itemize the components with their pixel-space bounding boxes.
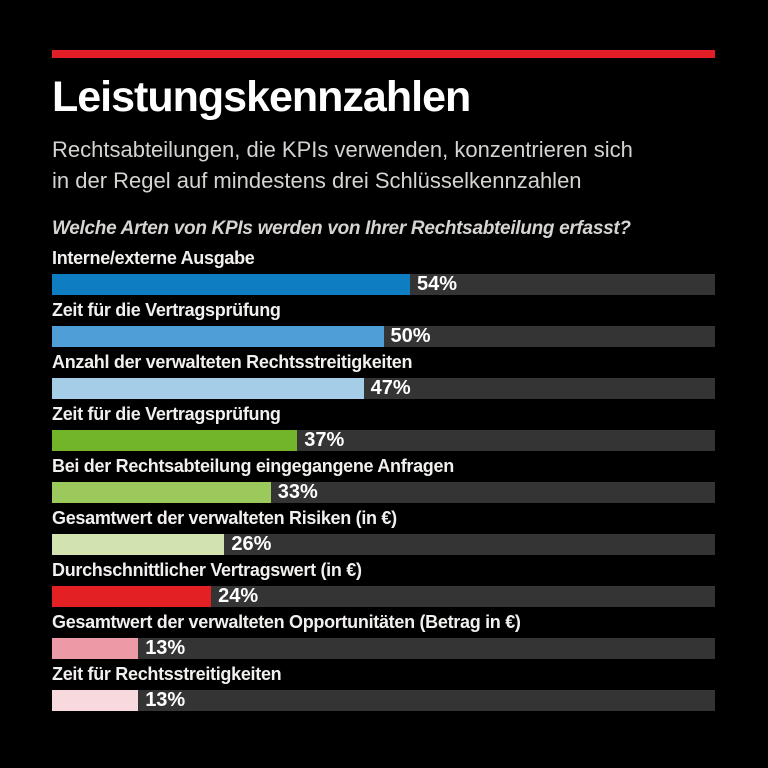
bar-value: 13% bbox=[145, 637, 186, 659]
bar-value: 47% bbox=[370, 377, 411, 399]
bar-row: Durchschnittlicher Vertragswert (in €) 2… bbox=[52, 559, 715, 607]
bar-track: 50% bbox=[52, 326, 715, 347]
bar-value: 54% bbox=[417, 273, 458, 295]
top-accent-rule bbox=[52, 50, 715, 58]
bar-label: Interne/externe Ausgabe bbox=[52, 248, 255, 268]
bar-row: Gesamtwert der verwalteten Opportunitäte… bbox=[52, 611, 715, 659]
bar-fill bbox=[52, 534, 225, 555]
bar-row: Interne/externe Ausgabe 54% bbox=[52, 247, 715, 295]
bar-fill bbox=[52, 378, 364, 399]
bar-track: 24% bbox=[52, 586, 715, 607]
bar-track: 13% bbox=[52, 690, 715, 711]
bar-value: 50% bbox=[390, 325, 431, 347]
bar-label: Zeit für die Vertragsprüfung bbox=[52, 404, 281, 424]
bar-chart: Interne/externe Ausgabe 54% Zeit für die… bbox=[52, 247, 715, 711]
bar-fill bbox=[52, 326, 384, 347]
bar-track: 33% bbox=[52, 482, 715, 503]
bar-value: 24% bbox=[218, 585, 259, 607]
bar-row: Zeit für die Vertragsprüfung 50% bbox=[52, 299, 715, 347]
bar-track: 13% bbox=[52, 638, 715, 659]
bar-track: 54% bbox=[52, 274, 715, 295]
bar-row: Zeit für Rechtsstreitigkeiten 13% bbox=[52, 663, 715, 711]
page-subtitle-line-2: in der Regel auf mindestens drei Schlüss… bbox=[52, 168, 582, 193]
bar-value: 26% bbox=[231, 533, 272, 555]
bar-label: Durchschnittlicher Vertragswert (in €) bbox=[52, 560, 362, 580]
bar-fill bbox=[52, 586, 212, 607]
bar-label: Bei der Rechtsabteilung eingegangene Anf… bbox=[52, 456, 454, 476]
bar-row: Gesamtwert der verwalteten Risiken (in €… bbox=[52, 507, 715, 555]
bar-track: 47% bbox=[52, 378, 715, 399]
bar-value: 37% bbox=[304, 429, 345, 451]
bar-fill bbox=[52, 274, 411, 295]
bar-row: Bei der Rechtsabteilung eingegangene Anf… bbox=[52, 455, 715, 503]
bar-label: Gesamtwert der verwalteten Risiken (in €… bbox=[52, 508, 397, 528]
page-title: Leistungskennzahlen bbox=[52, 73, 471, 121]
bar-fill bbox=[52, 690, 139, 711]
content-frame: Leistungskennzahlen Rechtsabteilungen, d… bbox=[52, 0, 715, 715]
bar-fill bbox=[52, 482, 271, 503]
bar-label: Gesamtwert der verwalteten Opportunitäte… bbox=[52, 612, 521, 632]
bar-row: Zeit für die Vertragsprüfung 37% bbox=[52, 403, 715, 451]
bar-label: Anzahl der verwalteten Rechtsstreitigkei… bbox=[52, 352, 413, 372]
page-subtitle: Rechtsabteilungen, die KPIs verwenden, k… bbox=[52, 134, 715, 196]
survey-question: Welche Arten von KPIs werden von Ihrer R… bbox=[52, 218, 631, 239]
bar-value: 13% bbox=[145, 689, 186, 711]
page-subtitle-line-1: Rechtsabteilungen, die KPIs verwenden, k… bbox=[52, 137, 633, 162]
bar-fill bbox=[52, 638, 139, 659]
bar-label: Zeit für Rechtsstreitigkeiten bbox=[52, 664, 282, 684]
bar-value: 33% bbox=[277, 481, 318, 503]
bar-label: Zeit für die Vertragsprüfung bbox=[52, 300, 281, 320]
bar-fill bbox=[52, 430, 298, 451]
bar-track: 26% bbox=[52, 534, 715, 555]
bar-row: Anzahl der verwalteten Rechtsstreitigkei… bbox=[52, 351, 715, 399]
bar-track: 37% bbox=[52, 430, 715, 451]
